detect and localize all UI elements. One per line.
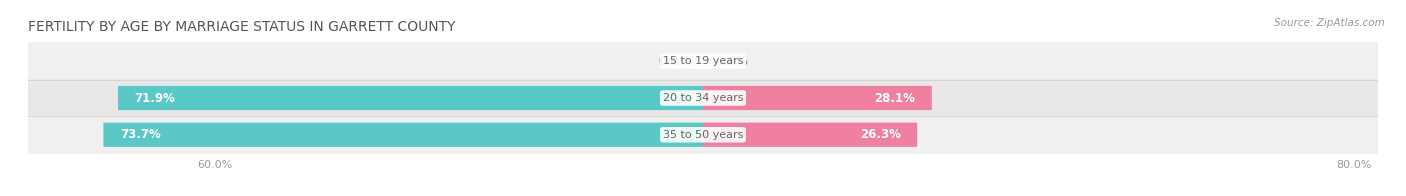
FancyBboxPatch shape: [20, 79, 1386, 117]
Text: 15 to 19 years: 15 to 19 years: [662, 56, 744, 66]
Text: 71.9%: 71.9%: [135, 92, 176, 104]
FancyBboxPatch shape: [20, 116, 1386, 154]
FancyBboxPatch shape: [703, 123, 917, 147]
Text: 35 to 50 years: 35 to 50 years: [662, 130, 744, 140]
Text: 20 to 34 years: 20 to 34 years: [662, 93, 744, 103]
FancyBboxPatch shape: [20, 42, 1386, 80]
Text: 26.3%: 26.3%: [859, 128, 901, 141]
Text: 0.0%: 0.0%: [716, 55, 748, 68]
Text: 73.7%: 73.7%: [120, 128, 160, 141]
Text: Source: ZipAtlas.com: Source: ZipAtlas.com: [1274, 18, 1385, 28]
Text: 0.0%: 0.0%: [658, 55, 690, 68]
Text: FERTILITY BY AGE BY MARRIAGE STATUS IN GARRETT COUNTY: FERTILITY BY AGE BY MARRIAGE STATUS IN G…: [28, 20, 456, 34]
FancyBboxPatch shape: [118, 86, 703, 110]
FancyBboxPatch shape: [104, 123, 703, 147]
FancyBboxPatch shape: [703, 86, 932, 110]
Text: 28.1%: 28.1%: [875, 92, 915, 104]
